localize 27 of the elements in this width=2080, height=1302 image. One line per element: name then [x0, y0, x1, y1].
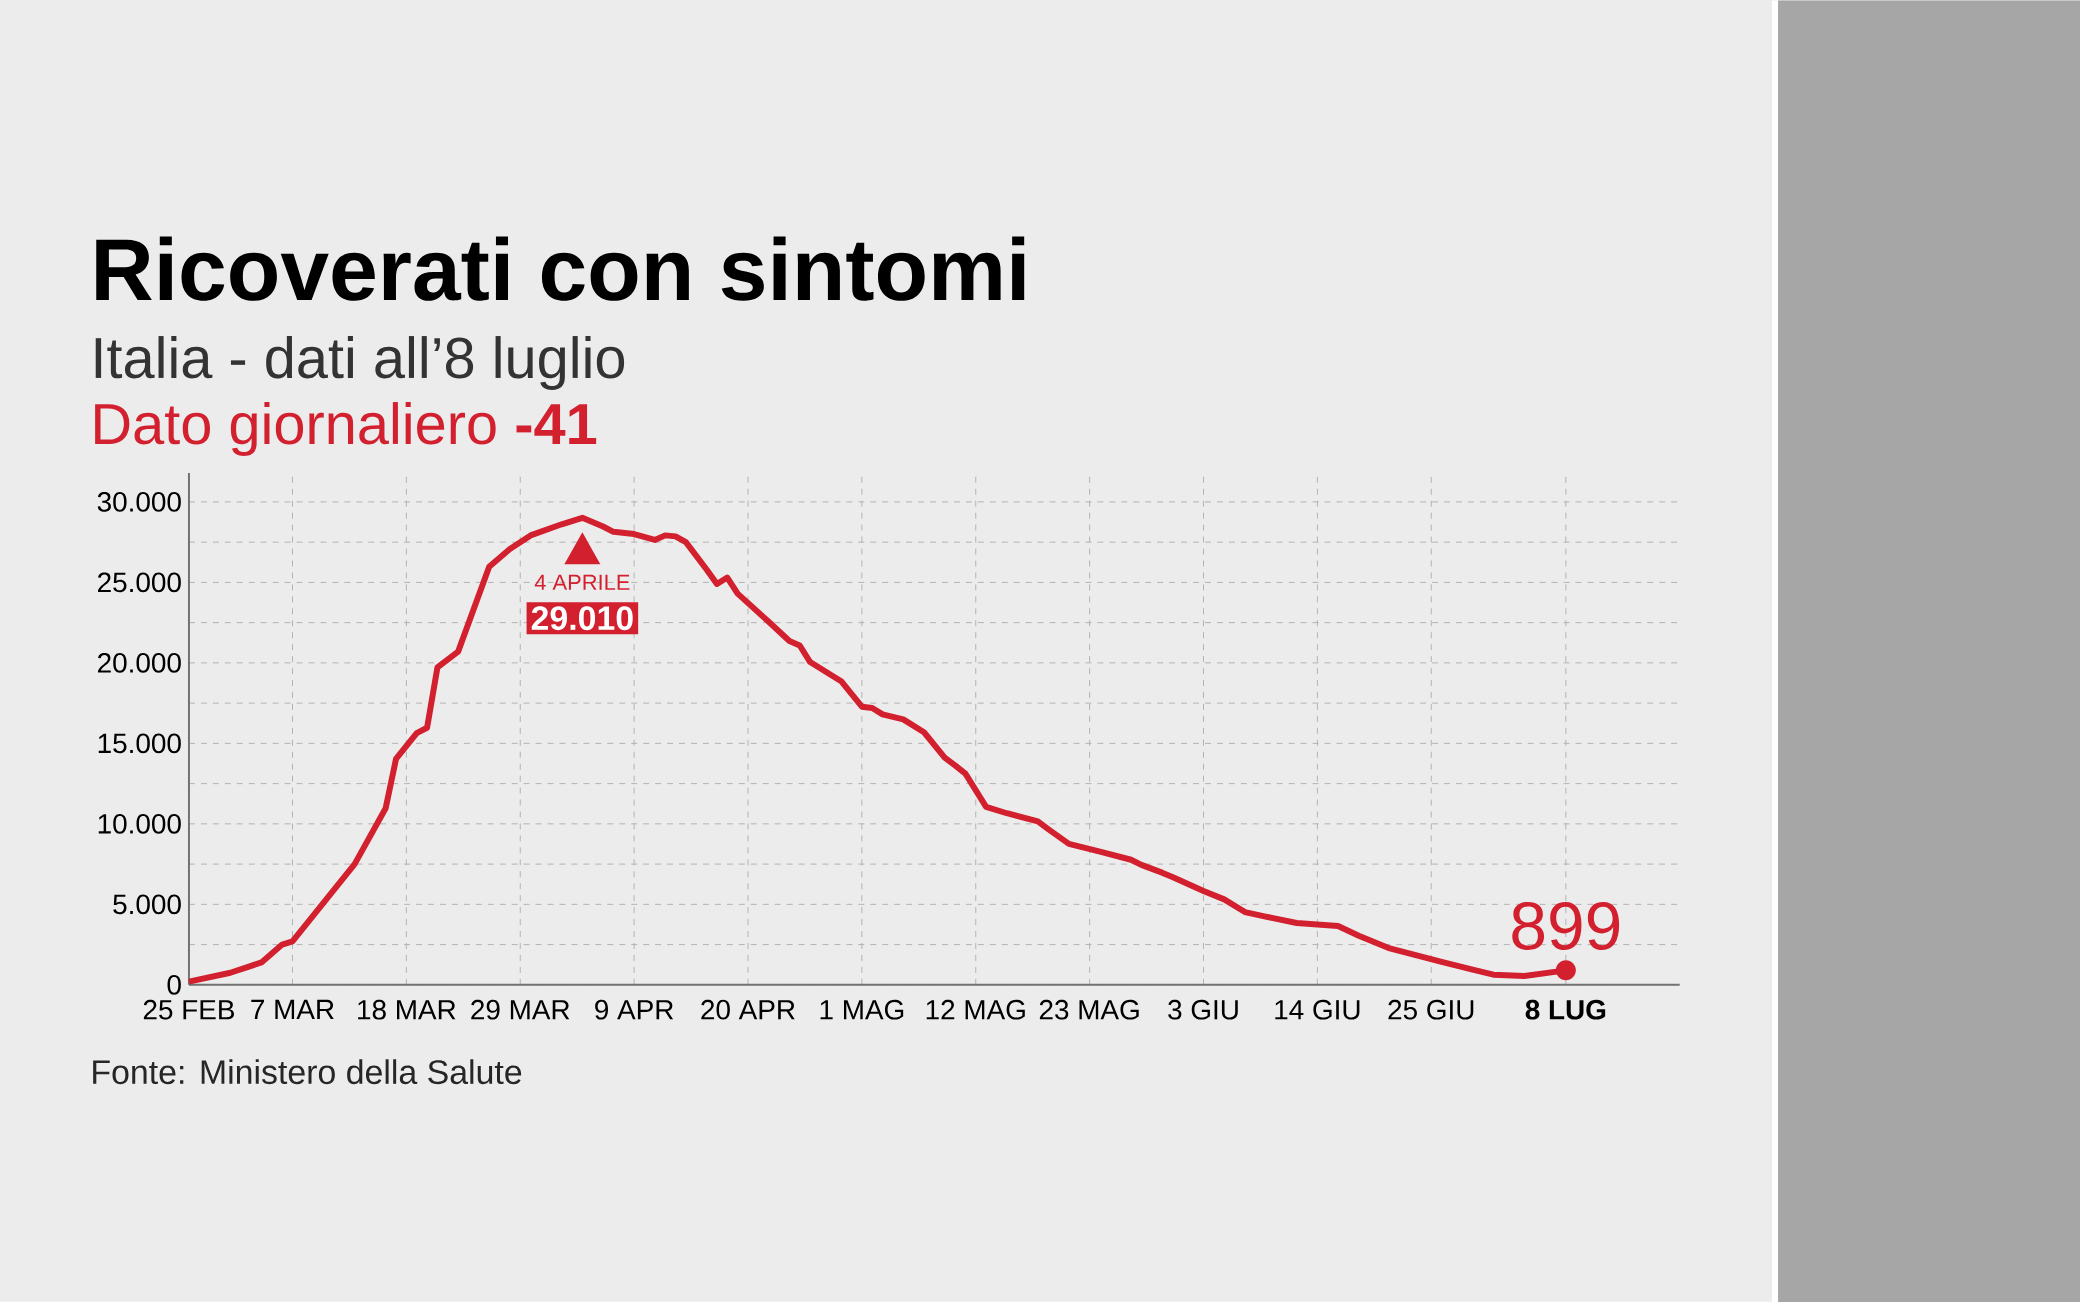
annotation: 4 APRILE: [534, 574, 630, 590]
x-tick-label: 9 APR: [595, 999, 674, 1020]
text: Dato giornaliero -41: [95, 401, 597, 456]
annotation: 899: [1512, 901, 1620, 950]
x-tick-label: 3 GIU: [1168, 999, 1238, 1020]
x-tick-label: 8 LUG: [1525, 999, 1606, 1020]
annotation: 29.010: [531, 606, 633, 631]
y-tick-label: 30.000: [97, 491, 181, 512]
x-tick-label: 1 MAG: [820, 999, 904, 1020]
chart-subtitle: Italia - dati all’8 luglio: [95, 335, 625, 390]
x-tick-label: 25 GIU: [1388, 999, 1474, 1020]
x-tick-label: 12 MAG: [926, 999, 1025, 1020]
chart-title: Ricoverati con sintomi: [96, 236, 1025, 301]
y-tick-label: 5.000: [113, 894, 181, 915]
x-tick-label: 14 GIU: [1275, 999, 1360, 1020]
x-tick-label: 20 APR: [701, 999, 795, 1020]
y-tick-label: 0: [167, 974, 181, 995]
y-tick-label: 10.000: [98, 813, 181, 834]
x-tick-label: 29 MAR: [471, 999, 570, 1020]
y-tick-label: 25.000: [98, 572, 181, 593]
x-tick-label: 18 MAR: [358, 999, 456, 1020]
y-tick-label: 15.000: [98, 733, 181, 754]
source-note: Fonte: Ministero della Salute: [93, 1059, 522, 1085]
y-tick-label: 20.000: [98, 652, 181, 673]
x-tick-label: 25 FEB: [143, 999, 234, 1020]
x-tick-label: 23 MAG: [1039, 999, 1139, 1020]
x-tick-label: 7 MAR: [251, 999, 334, 1019]
